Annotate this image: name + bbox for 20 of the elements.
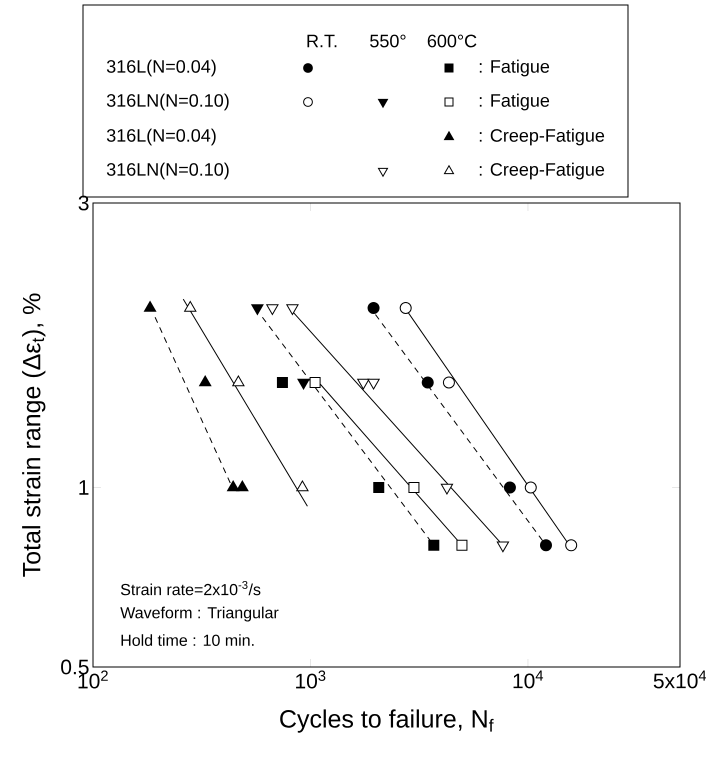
x-axis-title: Cycles to failure, N$_{f}$ (280, 709, 494, 733)
text: 316L(N=0.04) (106, 128, 216, 146)
annotation: Hold time : 10 min. (122, 634, 254, 646)
text: 550° (370, 34, 406, 48)
x-tick-label: 5x10$^{4}$ (654, 670, 706, 688)
text: R.T. (307, 34, 336, 48)
text: 316LN(N=0.10) (106, 162, 229, 180)
text: : Fatigue (480, 60, 550, 76)
x-tick-label: 10$^{4}$ (514, 670, 544, 688)
text: 316LN(N=0.10) (106, 94, 229, 110)
annotation: Waveform : Triangular (120, 606, 279, 622)
text: 316L(N=0.04) (106, 60, 216, 76)
y-axis-title: Total strain range (Δε$_{t}$), % (22, 294, 46, 577)
annotation: Strain rate=2x10$^{-3}$/s (120, 580, 260, 596)
x-tick-label: 10$^{3}$ (296, 670, 326, 689)
text: : Fatigue (480, 94, 550, 110)
text: : Creep-Fatigue (480, 162, 604, 180)
y-tick-label: 1 (79, 480, 88, 495)
text: 600°C (428, 34, 476, 48)
text: : Creep-Fatigue (480, 128, 604, 146)
